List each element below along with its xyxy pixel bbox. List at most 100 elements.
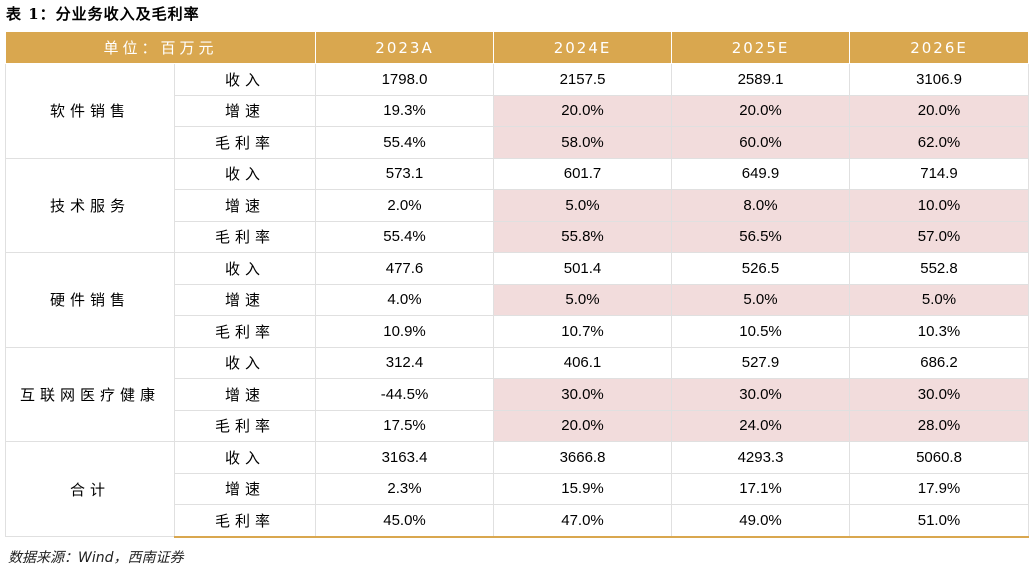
value-cell: 573.1 xyxy=(315,157,495,190)
table-row: 互联网医疗健康 收入 312.4 406.1 527.9 686.2 xyxy=(5,346,1030,442)
value-cell: 552.8 xyxy=(849,252,1030,285)
forecast-cell: 57.0% xyxy=(849,220,1030,253)
value-cell: 55.4% xyxy=(315,220,495,253)
table-row: 硬件销售 收入 477.6 501.4 526.5 552.8 xyxy=(5,252,1030,348)
header-row: 单位：百万元 2023A 2024E 2025E 2026E xyxy=(4,31,1030,64)
value-cell: 45.0% xyxy=(315,504,495,538)
year-header: 2025E xyxy=(671,31,851,64)
forecast-cell: 60.0% xyxy=(671,126,851,159)
value-cell: 406.1 xyxy=(493,346,673,379)
value-cell: -44.5% xyxy=(315,378,495,411)
metric-label: 收入 xyxy=(173,252,317,285)
forecast-cell: 30.0% xyxy=(671,378,851,411)
metric-label: 收入 xyxy=(173,441,317,474)
forecast-cell: 5.0% xyxy=(493,189,673,222)
forecast-cell: 5.0% xyxy=(671,283,851,316)
value-cell: 686.2 xyxy=(849,346,1030,379)
table-row: 毛利率 10.9% 10.7% 10.5% 10.3% xyxy=(6,315,1030,348)
forecast-cell: 30.0% xyxy=(849,378,1030,411)
table-row: 软件销售 收入 1798.0 2157.5 2589.1 3106.9 xyxy=(5,63,1030,159)
metric-label: 增速 xyxy=(173,189,317,222)
value-cell: 714.9 xyxy=(849,157,1030,190)
table-row: 毛利率 45.0% 47.0% 49.0% 51.0% xyxy=(6,504,1030,538)
table-row: 增速 4.0% 5.0% 5.0% 5.0% xyxy=(6,283,1030,316)
unit-header: 单位：百万元 xyxy=(4,31,317,64)
value-cell: 3106.9 xyxy=(849,63,1030,96)
forecast-cell: 58.0% xyxy=(493,126,673,159)
metric-label: 收入 xyxy=(173,346,317,379)
forecast-cell: 30.0% xyxy=(493,378,673,411)
segment-label: 技术服务 xyxy=(5,157,175,253)
value-cell: 4293.3 xyxy=(671,441,851,474)
metric-label: 毛利率 xyxy=(173,220,317,253)
total-label: 合计 xyxy=(5,441,175,537)
table-row: 增速 -44.5% 30.0% 30.0% 30.0% xyxy=(6,378,1030,411)
value-cell: 649.9 xyxy=(671,157,851,190)
year-header: 2026E xyxy=(849,31,1030,64)
year-header: 2024E xyxy=(493,31,673,64)
metric-label: 毛利率 xyxy=(173,409,317,442)
value-cell: 1798.0 xyxy=(315,63,495,96)
value-cell: 4.0% xyxy=(315,283,495,316)
value-cell: 10.5% xyxy=(671,315,851,348)
metric-label: 收入 xyxy=(173,63,317,96)
value-cell: 17.1% xyxy=(671,472,851,505)
value-cell: 2157.5 xyxy=(493,63,673,96)
table-row: 合计 收入 3163.4 3666.8 4293.3 5060.8 xyxy=(5,441,1030,537)
value-cell: 17.5% xyxy=(315,409,495,442)
metric-label: 收入 xyxy=(173,157,317,190)
forecast-cell: 5.0% xyxy=(849,283,1030,316)
forecast-cell: 5.0% xyxy=(493,283,673,316)
value-cell: 501.4 xyxy=(493,252,673,285)
value-cell: 526.5 xyxy=(671,252,851,285)
value-cell: 477.6 xyxy=(315,252,495,285)
value-cell: 47.0% xyxy=(493,504,673,538)
table-row: 技术服务 收入 573.1 601.7 649.9 714.9 xyxy=(5,157,1030,253)
value-cell: 10.7% xyxy=(493,315,673,348)
metric-label: 毛利率 xyxy=(173,126,317,159)
revenue-margin-table: 单位：百万元 2023A 2024E 2025E 2026E 软件销售 收入 1… xyxy=(4,31,1030,538)
year-header: 2023A xyxy=(315,31,495,64)
value-cell: 15.9% xyxy=(493,472,673,505)
source-note: 数据来源：Wind，西南证券 xyxy=(8,550,184,566)
segment-label: 软件销售 xyxy=(5,63,175,159)
table-row: 毛利率 55.4% 55.8% 56.5% 57.0% xyxy=(6,220,1030,253)
segment-label: 互联网医疗健康 xyxy=(5,346,175,442)
table-row: 增速 2.3% 15.9% 17.1% 17.9% xyxy=(6,472,1030,505)
metric-label: 增速 xyxy=(173,94,317,127)
forecast-cell: 24.0% xyxy=(671,409,851,442)
table-title: 表 1：分业务收入及毛利率 xyxy=(6,5,200,23)
value-cell: 601.7 xyxy=(493,157,673,190)
forecast-cell: 20.0% xyxy=(671,94,851,127)
value-cell: 51.0% xyxy=(849,504,1030,538)
value-cell: 10.3% xyxy=(849,315,1030,348)
value-cell: 2589.1 xyxy=(671,63,851,96)
value-cell: 3163.4 xyxy=(315,441,495,474)
metric-label: 增速 xyxy=(173,378,317,411)
metric-label: 增速 xyxy=(173,283,317,316)
table-row: 增速 19.3% 20.0% 20.0% 20.0% xyxy=(6,94,1030,127)
value-cell: 2.0% xyxy=(315,189,495,222)
value-cell: 527.9 xyxy=(671,346,851,379)
metric-label: 毛利率 xyxy=(173,315,317,348)
forecast-cell: 8.0% xyxy=(671,189,851,222)
forecast-cell: 56.5% xyxy=(671,220,851,253)
value-cell: 312.4 xyxy=(315,346,495,379)
value-cell: 5060.8 xyxy=(849,441,1030,474)
metric-label: 增速 xyxy=(173,472,317,505)
forecast-cell: 28.0% xyxy=(849,409,1030,442)
table-row: 增速 2.0% 5.0% 8.0% 10.0% xyxy=(6,189,1030,222)
value-cell: 49.0% xyxy=(671,504,851,538)
value-cell: 3666.8 xyxy=(493,441,673,474)
metric-label: 毛利率 xyxy=(173,504,317,538)
value-cell: 17.9% xyxy=(849,472,1030,505)
forecast-cell: 62.0% xyxy=(849,126,1030,159)
segment-label: 硬件销售 xyxy=(5,252,175,348)
value-cell: 2.3% xyxy=(315,472,495,505)
forecast-cell: 55.8% xyxy=(493,220,673,253)
value-cell: 19.3% xyxy=(315,94,495,127)
table-row: 毛利率 55.4% 58.0% 60.0% 62.0% xyxy=(6,126,1030,159)
forecast-cell: 10.0% xyxy=(849,189,1030,222)
forecast-cell: 20.0% xyxy=(849,94,1030,127)
forecast-cell: 20.0% xyxy=(493,409,673,442)
